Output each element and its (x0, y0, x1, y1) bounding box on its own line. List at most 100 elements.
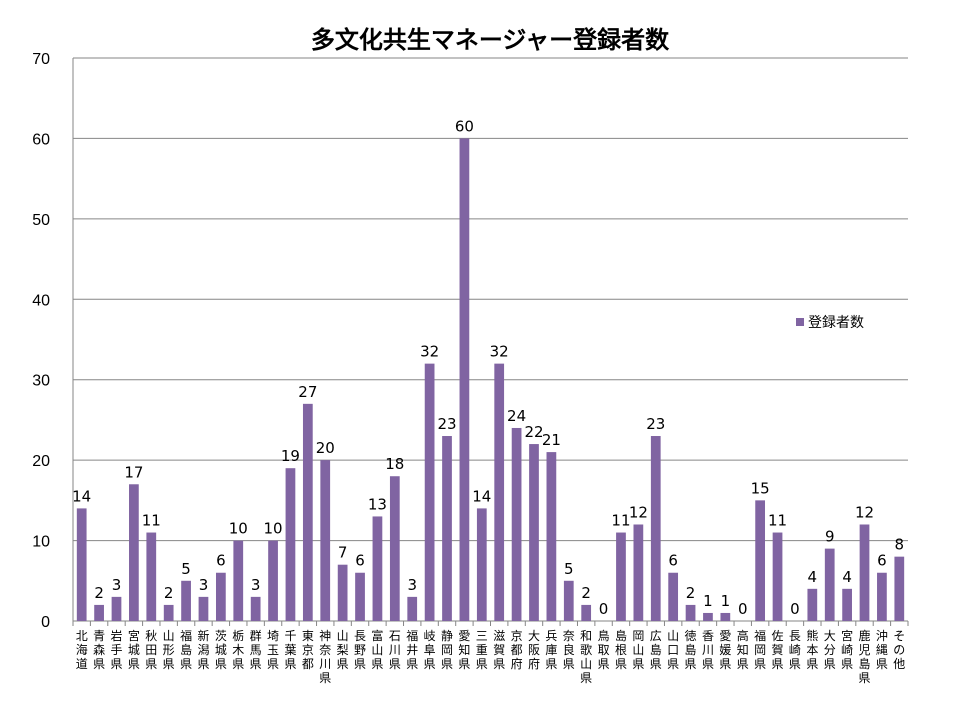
bar (616, 532, 626, 621)
x-category-label: 京都府 (511, 629, 523, 671)
x-category-label: 鳥取県 (598, 628, 610, 671)
bar (581, 604, 592, 621)
data-label: 17 (124, 463, 143, 481)
x-category-label: 千葉県 (284, 629, 296, 671)
bar (285, 468, 296, 621)
y-tick-label: 50 (32, 212, 50, 229)
x-category-label: 福島県 (180, 628, 192, 671)
bar (633, 524, 644, 621)
data-label: 24 (507, 407, 526, 425)
x-category-label: 宮崎県 (841, 628, 853, 671)
x-category-label: 埼玉県 (267, 629, 279, 671)
data-label: 8 (895, 536, 905, 554)
data-label: 3 (112, 576, 122, 594)
data-label: 5 (564, 560, 574, 578)
data-label: 0 (599, 600, 609, 618)
data-label: 11 (768, 512, 787, 530)
x-category-label: 群馬県 (250, 629, 262, 671)
data-label: 14 (72, 487, 91, 505)
x-category-label: 福岡県 (754, 628, 766, 671)
x-category-label: 東京都 (302, 629, 314, 671)
data-label: 2 (164, 584, 174, 602)
data-label: 6 (668, 552, 678, 570)
y-tick-label: 0 (41, 614, 50, 631)
data-label: 3 (199, 576, 209, 594)
data-label: 6 (877, 552, 887, 570)
x-category-label: 大分県 (824, 629, 836, 671)
x-category-label: 兵庫県 (545, 629, 557, 671)
data-label: 32 (420, 343, 439, 361)
data-label: 9 (825, 528, 835, 546)
bar (494, 363, 505, 621)
bar (407, 596, 418, 621)
x-category-label: 福井県 (406, 628, 418, 671)
x-category-label: 高知県 (737, 628, 749, 671)
bar (424, 363, 435, 621)
bar (146, 532, 157, 621)
y-tick-label: 70 (32, 51, 50, 68)
bar (529, 444, 539, 621)
data-label: 10 (229, 520, 248, 538)
x-category-label: 広島県 (650, 629, 662, 671)
y-tick-label: 20 (32, 453, 50, 470)
bar (476, 508, 487, 621)
bar-layer (76, 138, 905, 621)
x-category-label: 愛媛県 (719, 629, 731, 671)
data-label: 18 (385, 455, 404, 473)
bar (320, 460, 331, 621)
data-label: 2 (686, 584, 696, 602)
data-label: 19 (281, 447, 300, 465)
grid-layer (73, 57, 908, 542)
bar (459, 138, 470, 621)
bar (337, 564, 348, 621)
bar (563, 580, 574, 621)
x-category-label: 長崎県 (789, 629, 801, 671)
x-category-label: 和歌山県 (580, 629, 592, 685)
x-category-label: 奈良県 (563, 629, 575, 671)
bar (807, 588, 818, 621)
chart-title: 多文化共生マネージャー登録者数 (311, 26, 670, 54)
data-label: 7 (338, 544, 348, 562)
data-label: 32 (490, 343, 509, 361)
legend-label: 登録者数 (808, 315, 864, 331)
legend-swatch (796, 318, 804, 326)
data-label: 1 (721, 592, 731, 610)
bar (511, 427, 522, 621)
x-category-label: 茨城県 (215, 629, 227, 671)
bar (233, 540, 244, 621)
data-label: 14 (472, 487, 491, 505)
bar (877, 572, 887, 621)
x-category-label: 富山県 (371, 628, 383, 671)
bar (703, 612, 713, 621)
x-category-label: 山口県 (667, 629, 679, 671)
bar (824, 548, 835, 621)
x-category-label: その他 (893, 629, 905, 671)
x-category-label: 長野県 (354, 629, 366, 671)
x-category-label: 岩手県 (110, 628, 122, 671)
data-label: 11 (142, 512, 161, 530)
x-category-label: 三重県 (476, 629, 488, 671)
bar (94, 604, 104, 621)
x-category-label: 愛知県 (458, 629, 470, 671)
data-label: 1 (703, 592, 713, 610)
x-category-label: 栃木県 (232, 629, 244, 671)
bar (389, 476, 400, 621)
x-category-label: 静岡県 (441, 629, 453, 671)
bar (129, 484, 139, 621)
bar (163, 604, 174, 621)
bar (442, 436, 452, 621)
bar (355, 572, 365, 621)
data-label: 20 (316, 439, 335, 457)
x-category-label: 佐賀県 (772, 629, 784, 671)
bar (546, 452, 557, 621)
data-label: 5 (181, 560, 191, 578)
bar (76, 508, 87, 621)
data-label: 2 (581, 584, 591, 602)
bar (198, 596, 209, 621)
y-tick-label: 40 (32, 292, 50, 309)
x-category-label: 石川県 (389, 629, 401, 671)
data-label: 23 (646, 415, 665, 433)
bar (302, 403, 313, 621)
